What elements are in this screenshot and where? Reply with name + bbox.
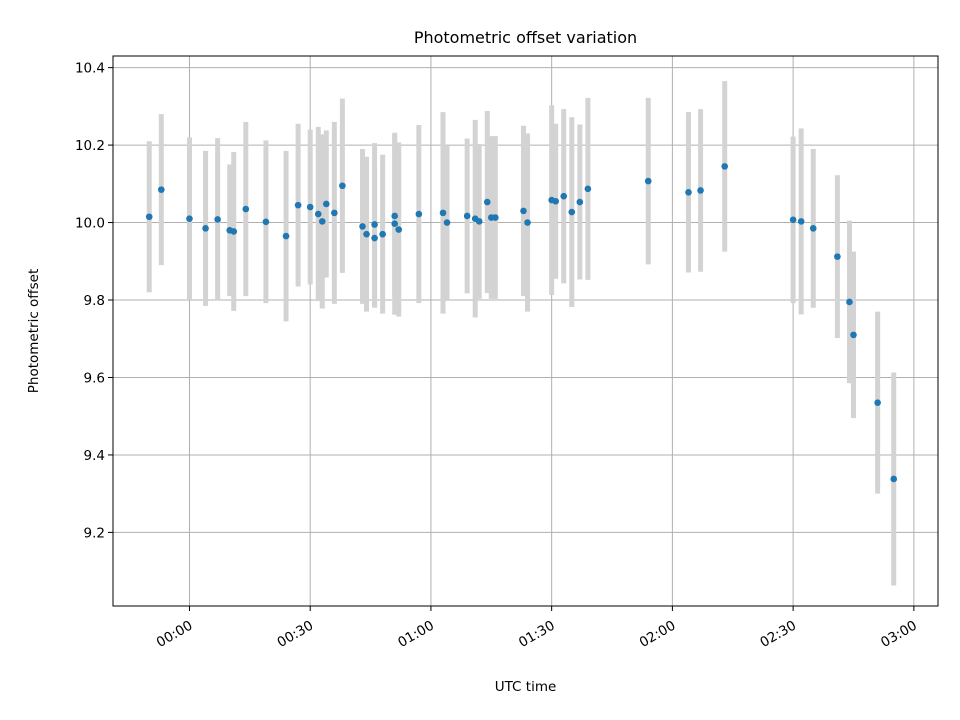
data-point [157,186,165,193]
data-point [322,200,330,208]
plot-frame [112,55,939,607]
y-tick-label: 9.8 [84,293,105,309]
data-point [520,207,527,215]
data-point [789,216,797,224]
y-tick-label: 10.0 [75,216,105,232]
y-axis-label: Photometric offset [26,269,42,393]
data-point [145,213,153,221]
data-point [371,234,378,242]
data-point [463,212,471,220]
data-point [318,218,326,225]
data-point [475,218,483,225]
data-point [443,219,451,226]
data-point [874,399,881,406]
data-point [809,225,817,232]
data-point [492,214,499,221]
data-point [439,209,447,217]
data-point [359,223,366,230]
y-tick-label: 10.4 [75,61,105,77]
data-point [339,182,346,190]
data-point [890,475,898,483]
y-tick-label: 9.2 [84,525,105,541]
data-point [242,205,250,213]
data-point [552,197,559,205]
data-point [834,253,841,260]
data-points [145,163,898,483]
data-point [202,225,209,232]
data-point [576,198,584,206]
data-point [685,189,692,196]
data-point [262,218,270,226]
data-point [524,219,531,226]
x-axis-label: UTC time [495,679,557,695]
data-point [568,208,576,216]
data-point [186,215,193,222]
data-point [395,226,403,233]
data-point [850,331,857,339]
data-point [214,216,221,223]
chart-title: Photometric offset variation [414,28,637,47]
data-point [644,177,652,185]
data-point [797,218,805,225]
data-point [846,298,853,306]
y-tick-label: 9.4 [84,448,105,464]
data-point [391,212,399,220]
data-point [721,163,729,170]
y-tick-label: 10.2 [75,138,105,154]
y-tick-label: 9.6 [84,370,105,386]
data-point [331,209,338,217]
data-point [314,210,322,218]
data-point [560,192,568,200]
data-point [379,230,386,238]
data-point [415,210,423,218]
data-point [697,187,704,194]
data-point [584,185,592,193]
data-point [282,232,290,240]
data-point [371,221,378,228]
data-point [230,228,238,235]
data-point [306,203,314,211]
data-point [294,201,302,209]
y-axis-ticks: 9.2 9.4 9.6 9.8 10.0 10.2 10.4 [75,61,113,541]
data-point [391,220,399,228]
data-point [363,230,370,238]
data-point [483,198,491,206]
